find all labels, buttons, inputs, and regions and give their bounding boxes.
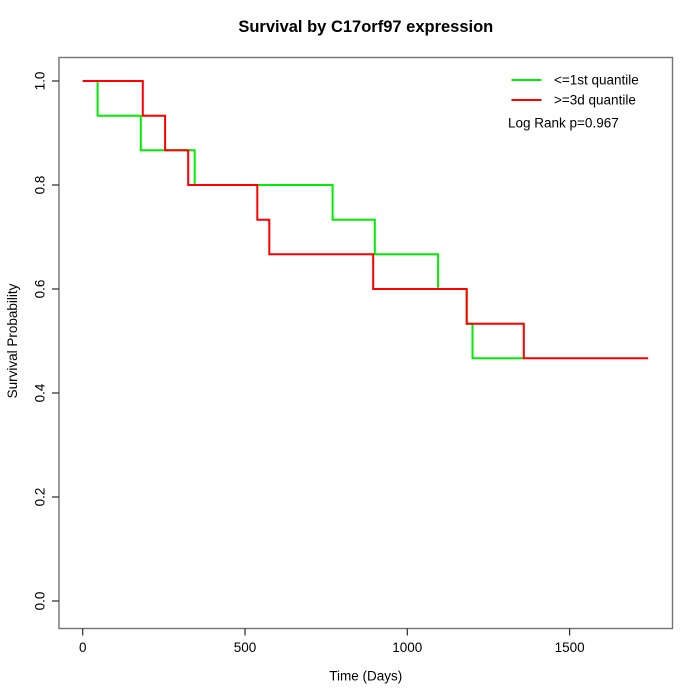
chart-title: Survival by C17orf97 expression (238, 18, 493, 36)
legend-label-third-quantile: >=3d quantile (554, 93, 636, 108)
y-tick-label: 0.8 (33, 176, 48, 195)
x-tick-label: 500 (234, 640, 257, 655)
x-axis-label: Time (Days) (329, 669, 402, 684)
survival-curves (82, 80, 649, 360)
y-axis: 0.0 0.2 0.4 0.6 0.8 1.0 (33, 72, 59, 611)
y-tick-label: 0.6 (33, 280, 48, 299)
y-tick-label: 0.0 (33, 592, 48, 611)
legend-label-first-quantile: <=1st quantile (554, 73, 639, 88)
survival-curve-high-expression (82, 80, 649, 360)
x-tick-label: 0 (79, 640, 87, 655)
y-tick-label: 1.0 (33, 72, 48, 91)
y-tick-label: 0.4 (33, 383, 48, 402)
x-tick-label: 1000 (392, 640, 422, 655)
survival-curve-low-expression (82, 80, 524, 360)
x-axis: 0 500 1000 1500 (79, 628, 585, 655)
plot-border (58, 56, 674, 630)
log-rank-annotation: Log Rank p=0.967 (508, 116, 619, 131)
y-tick-label: 0.2 (33, 488, 48, 507)
y-axis-label: Survival Probability (5, 283, 20, 398)
legend: <=1st quantile >=3d quantile Log Rank p=… (508, 73, 639, 131)
x-tick-label: 1500 (555, 640, 585, 655)
